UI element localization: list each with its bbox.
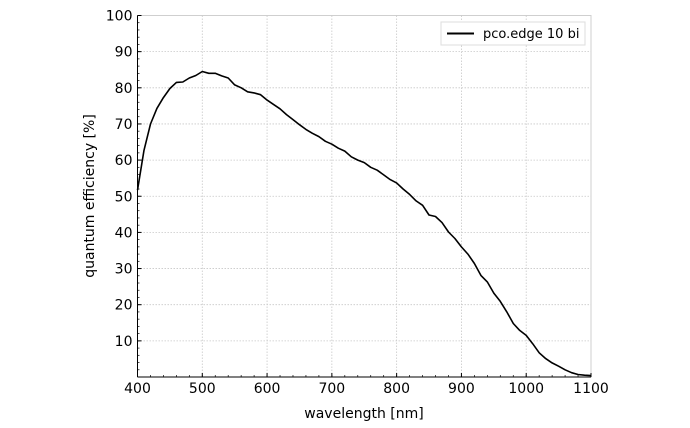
x-tick-label: 700 (318, 381, 345, 397)
y-tick-label: 40 (115, 225, 133, 241)
y-tick-label: 30 (115, 262, 133, 278)
y-tick-label: 60 (115, 153, 133, 169)
y-tick-label: 70 (115, 117, 133, 133)
series-layer (136, 70, 592, 377)
series-line (136, 70, 592, 377)
legend-box (440, 21, 586, 46)
y-tick-label: 100 (106, 9, 133, 25)
y-axis-label: quantum efficiency [%] (82, 114, 98, 278)
x-tick-label: 400 (124, 381, 151, 397)
legend-label: pco.edge 10 bi (483, 27, 579, 42)
x-tick-label: 900 (448, 381, 475, 397)
axes: 400 500 600 700 800 900 1000 1100 10 20 30 40 50 60 70… (106, 9, 609, 398)
y-tick-label: 80 (115, 81, 133, 97)
y-tick-label: 20 (115, 298, 133, 314)
grid (137, 15, 592, 378)
x-tick-label: 500 (189, 381, 216, 397)
x-tick-label: 1000 (508, 381, 544, 397)
x-tick-label: 1100 (573, 381, 609, 397)
y-tick-label: 10 (115, 334, 133, 350)
x-tick-label: 800 (383, 381, 410, 397)
x-tick-label: 600 (254, 381, 281, 397)
y-tick-label: 90 (115, 45, 133, 61)
x-axis-label: wavelength [nm] (304, 406, 423, 422)
y-tick-label: 50 (115, 189, 133, 205)
legend: pco.edge 10 bi (440, 21, 586, 46)
